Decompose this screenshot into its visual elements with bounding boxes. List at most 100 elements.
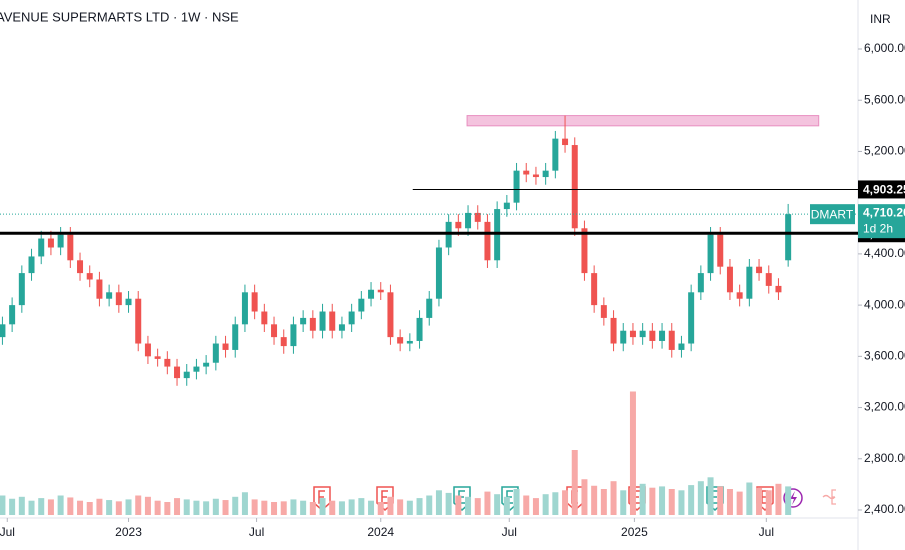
candle-body xyxy=(746,266,753,299)
volume-bar xyxy=(726,489,733,515)
volume-bar xyxy=(756,487,763,515)
candle-body xyxy=(785,214,792,261)
volume-bar xyxy=(57,495,64,515)
candle-body xyxy=(668,330,675,350)
volume-bar xyxy=(193,500,200,515)
volume-bar xyxy=(96,498,103,515)
candle-body xyxy=(542,170,549,178)
volume-bar xyxy=(222,500,229,515)
y-tick-label: 4,000.00 xyxy=(864,297,905,311)
volume-bar xyxy=(203,501,210,515)
volume-bar xyxy=(86,502,93,515)
candle-body xyxy=(67,234,74,261)
volume-bar xyxy=(271,502,278,515)
candle-body xyxy=(261,311,268,325)
candle-body xyxy=(416,317,423,341)
level-tag xyxy=(858,180,905,199)
candle-body xyxy=(659,330,666,341)
candle-body xyxy=(620,330,627,344)
candle-body xyxy=(106,292,113,299)
candle-body xyxy=(96,279,103,299)
volume-bar xyxy=(329,500,336,515)
volume-bar xyxy=(513,489,520,515)
volume-bar xyxy=(261,500,268,515)
volume-bar xyxy=(358,498,365,515)
candle-body xyxy=(591,273,598,306)
candle-body xyxy=(280,337,287,347)
volume-bar xyxy=(465,496,472,515)
candle-body xyxy=(629,330,636,338)
candle-body xyxy=(222,343,229,350)
volume-bar xyxy=(426,495,433,515)
volume-bar xyxy=(629,391,636,515)
volume-bar xyxy=(659,486,666,515)
volume-bar xyxy=(678,490,685,515)
volume-bar xyxy=(232,496,239,515)
x-tick-label: 2024 xyxy=(367,525,394,539)
candle-body xyxy=(406,340,413,344)
future-earnings-icon[interactable] xyxy=(822,489,836,505)
y-tick-label: 5,200.00 xyxy=(864,144,905,158)
candle-body xyxy=(503,202,510,210)
candle-body xyxy=(532,174,539,178)
candle-body xyxy=(309,317,316,331)
volume-bar xyxy=(532,498,539,515)
volume-bar xyxy=(717,486,724,515)
candle-body xyxy=(600,305,607,318)
candle-body xyxy=(455,221,462,229)
candle-body xyxy=(329,311,336,331)
volume-bar xyxy=(28,500,35,515)
volume-bar xyxy=(552,492,559,515)
candle-body xyxy=(736,292,743,299)
volume-bar xyxy=(697,481,704,515)
candle-body xyxy=(756,266,763,274)
candle-body xyxy=(726,266,733,293)
candle-body xyxy=(212,343,219,363)
candle-body xyxy=(765,273,772,286)
volume-bar xyxy=(212,498,219,515)
candle-body xyxy=(688,292,695,344)
y-tick-label: 2,400.00 xyxy=(864,502,905,516)
volume-bar xyxy=(503,496,510,515)
volume-bar xyxy=(707,477,714,515)
candle-body xyxy=(513,170,520,203)
volume-bar xyxy=(484,491,491,515)
candle-body xyxy=(435,247,442,299)
volume-bar xyxy=(319,498,326,515)
candle-body xyxy=(28,256,35,274)
volume-bar xyxy=(397,499,404,515)
volume-bar xyxy=(387,496,394,515)
volume-bar xyxy=(610,481,617,515)
candle-body xyxy=(38,238,45,257)
chart-title: AVENUE SUPERMARTS LTD · 1W · NSE xyxy=(0,9,239,24)
candle-body xyxy=(368,289,375,299)
candle-body xyxy=(610,317,617,344)
volume-bar xyxy=(523,495,530,515)
volume-bar xyxy=(338,501,345,515)
volume-bar xyxy=(348,499,355,515)
volume-bar xyxy=(736,491,743,515)
earnings-glyph xyxy=(381,490,388,504)
candle-body xyxy=(47,238,54,248)
candle-body xyxy=(241,292,248,325)
candle-body xyxy=(135,298,142,344)
volume-bar xyxy=(67,497,74,515)
volume-bar xyxy=(309,502,316,515)
volume-bar xyxy=(562,490,569,515)
candle-body xyxy=(232,324,239,350)
volume-bar xyxy=(591,485,598,515)
volume-bar xyxy=(154,500,161,515)
candle-body xyxy=(86,273,93,280)
candle-body xyxy=(338,324,345,331)
candle-body xyxy=(115,292,122,306)
volume-bar xyxy=(445,492,452,515)
candle-body xyxy=(571,145,578,229)
price-tag xyxy=(858,204,905,239)
y-tick-label: 2,800.00 xyxy=(864,451,905,465)
y-tick-label: 3,200.00 xyxy=(864,400,905,414)
volume-bar xyxy=(600,489,607,515)
candle-body xyxy=(697,273,704,293)
volume-bar xyxy=(241,492,248,515)
